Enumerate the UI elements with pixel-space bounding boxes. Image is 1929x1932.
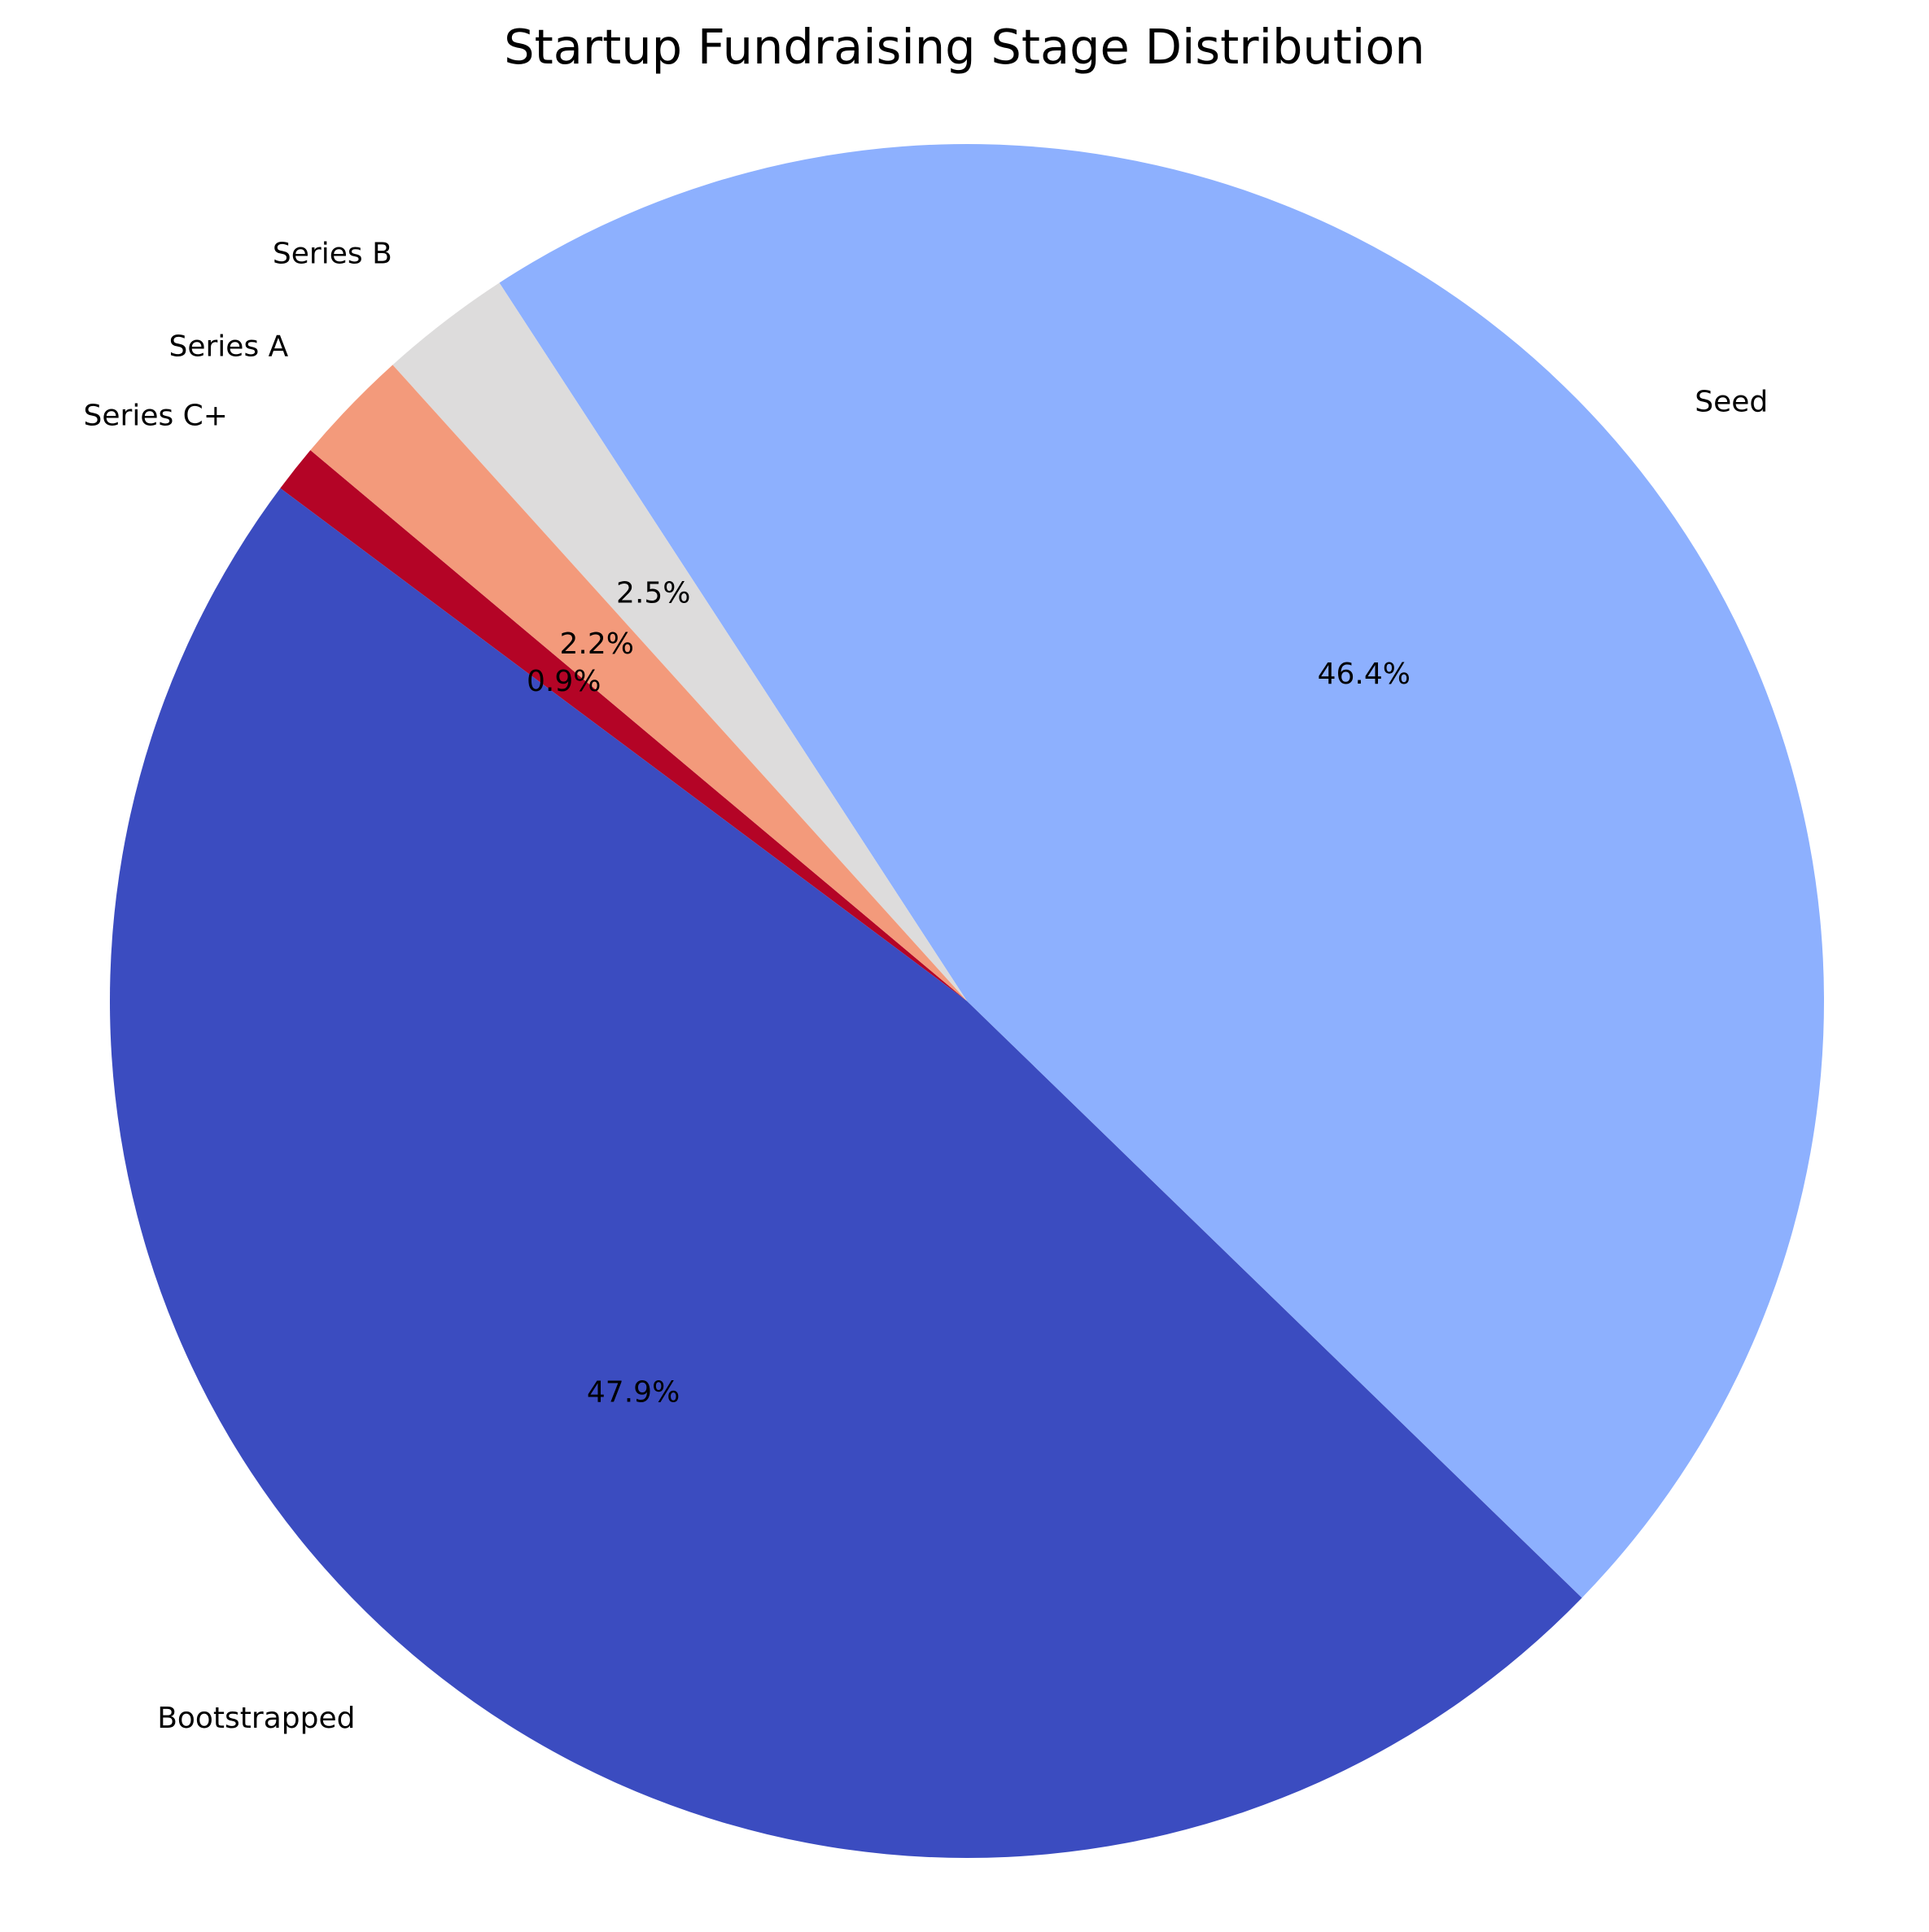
pie-slice-seed: [499, 144, 1824, 1598]
percent-label-series-c: 0.9%: [527, 665, 601, 698]
pie-slice-series-c: [280, 450, 968, 1001]
percent-label-seed: 46.4%: [1318, 658, 1411, 691]
pie-labels: Series C+ 0.9% Bootstrapped 47.9% Seed 46.4% S…: [84, 237, 1769, 1735]
slice-label-series-b: Series B: [273, 237, 392, 270]
pie-slice-bootstrapped: [110, 487, 1582, 1858]
pie-slice-series-a: [310, 365, 967, 1001]
slice-label-series-a: Series A: [169, 330, 289, 363]
percent-label-bootstrapped: 47.9%: [587, 1375, 680, 1409]
percent-label-series-b: 2.5%: [616, 577, 690, 610]
pie-slices: [110, 144, 1824, 1858]
slice-label-series-c: Series C+: [84, 399, 228, 432]
chart-title: Startup Fundraising Stage Distribution: [504, 19, 1425, 75]
slice-label-seed: Seed: [1695, 385, 1768, 418]
percent-label-series-a: 2.2%: [560, 627, 634, 661]
pie-slice-series-b: [392, 282, 967, 1001]
slice-label-bootstrapped: Bootstrapped: [157, 1702, 355, 1735]
